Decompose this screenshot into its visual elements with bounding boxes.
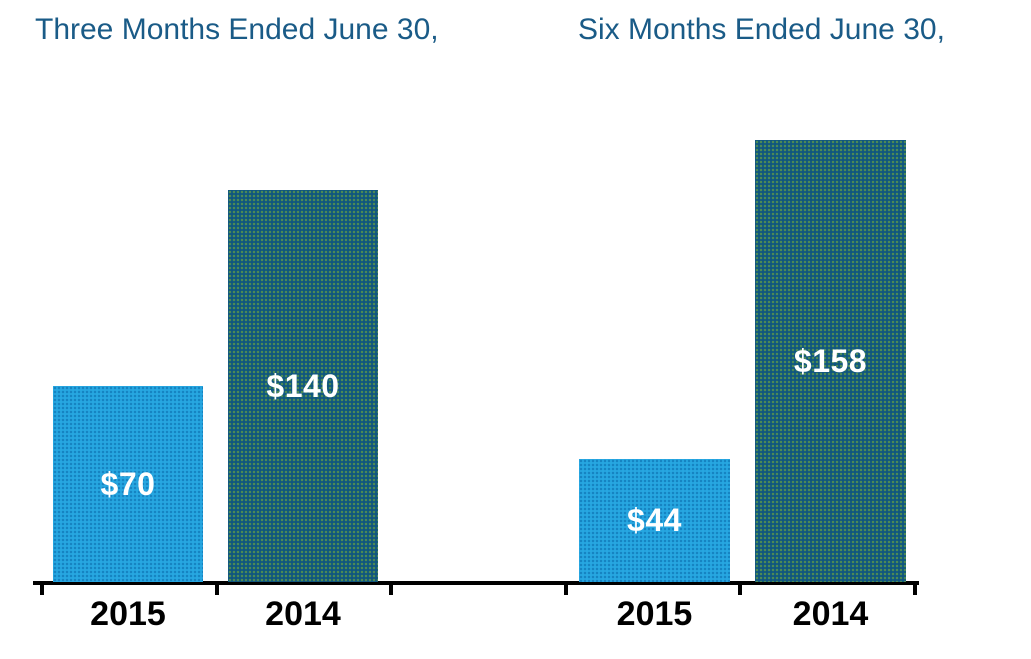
bar-value-label: $70 [100,465,156,502]
x-axis-category-label: 2015 [616,595,693,633]
x-axis-line [33,581,919,585]
x-axis-tick [563,581,568,595]
x-axis-tick [214,581,219,595]
bar-value-label: $158 [793,342,868,379]
bar-value-label: $140 [266,367,340,404]
bar-group1-2015: $70 [53,386,203,582]
x-axis-category-label: 2014 [792,595,869,633]
bar-group1-2014: $140 [228,190,378,582]
x-axis-category-label: 2015 [90,595,166,633]
x-axis-category-label: 2014 [265,595,341,633]
chart-title-six-months: Six Months Ended June 30, [578,13,945,46]
x-axis-tick [40,581,44,595]
x-axis-tick [913,581,917,595]
bar-group2-2014: $158 [755,140,906,582]
bar-value-label: $44 [627,502,682,538]
x-axis-tick [389,581,394,595]
x-axis-tick [738,581,743,595]
bar-group2-2015: $44 [579,459,730,582]
chart-title-three-months: Three Months Ended June 30, [35,13,439,46]
